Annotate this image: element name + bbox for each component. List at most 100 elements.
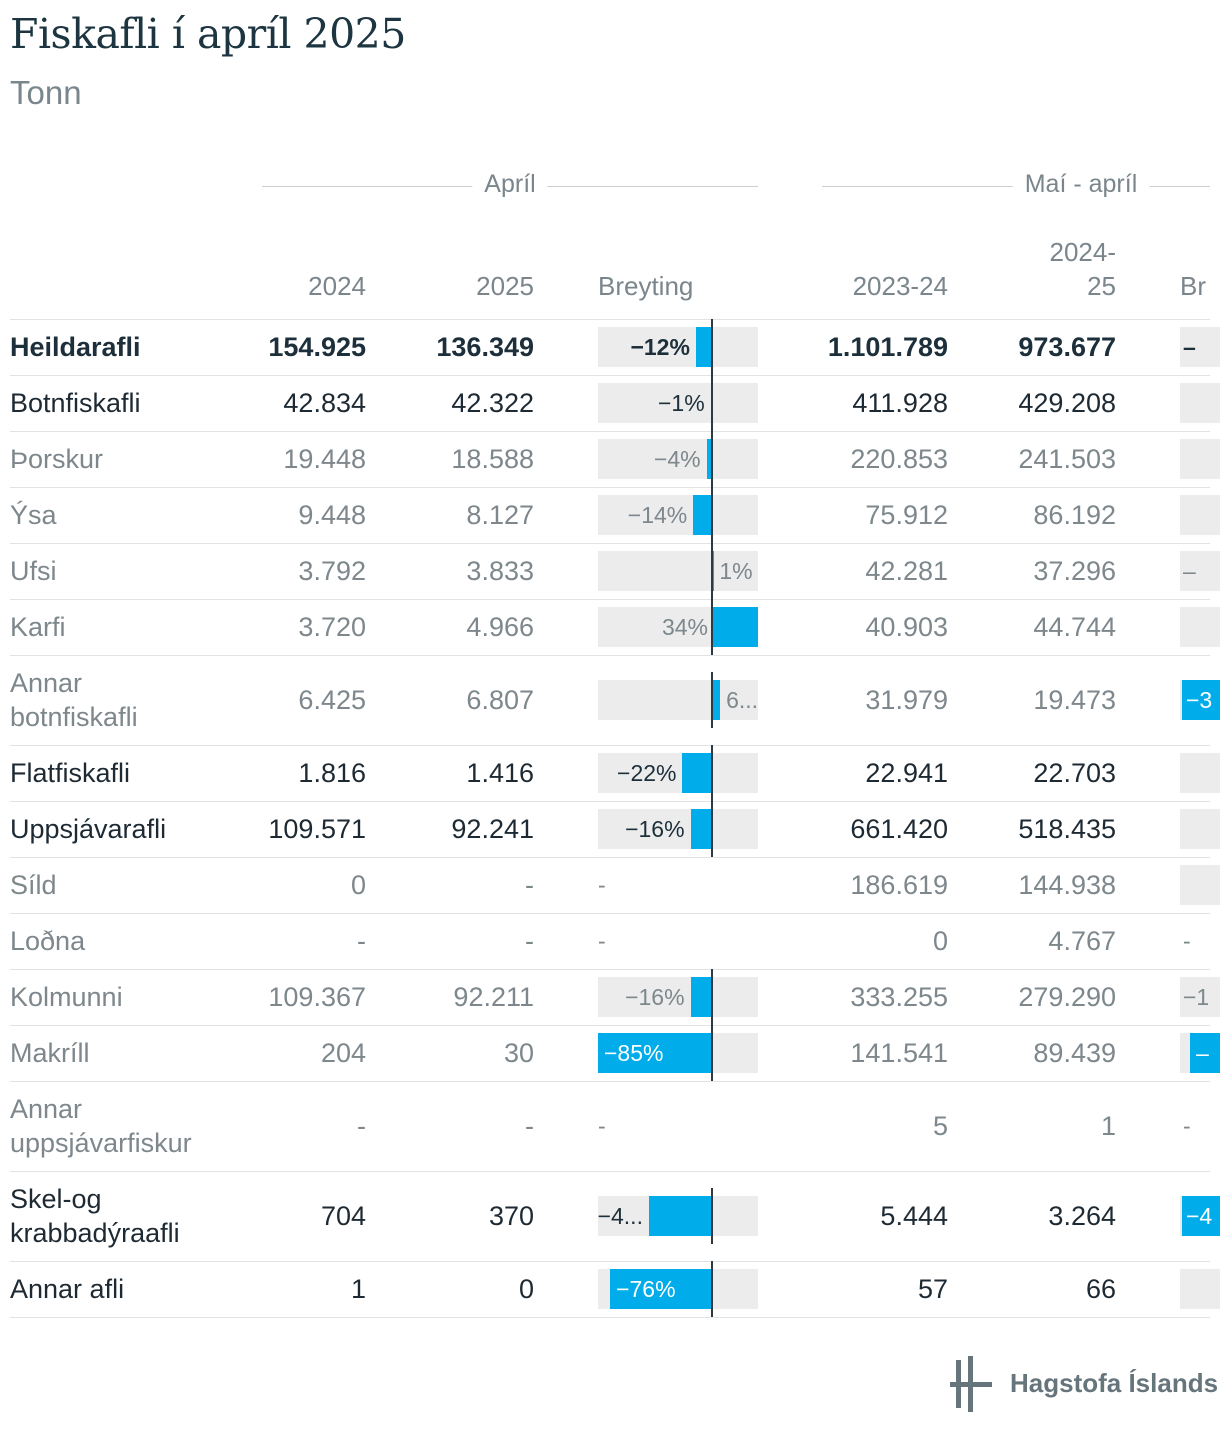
row-label: Annar <box>10 1094 83 1124</box>
value-2024-25: 429.208 <box>1018 388 1116 418</box>
change-bar-bg <box>598 383 758 423</box>
value-2023-24: 5.444 <box>880 1201 948 1231</box>
value-2024: - <box>357 926 366 956</box>
row-label: uppsjávarfiskur <box>10 1128 192 1158</box>
change-label: 6... <box>726 687 759 713</box>
row-label: Síld <box>10 870 57 900</box>
value-2024: 0 <box>350 870 366 900</box>
change-bar-bg <box>598 977 758 1017</box>
value-2024: - <box>357 1111 366 1141</box>
value-2024: 1.816 <box>298 758 366 788</box>
col-header-breyting-right: Br <box>1180 271 1206 301</box>
value-2024: 3.720 <box>298 612 366 642</box>
change-label: −22% <box>617 760 677 786</box>
value-2023-24: 220.853 <box>850 444 948 474</box>
value-2024: 154.925 <box>268 332 366 362</box>
col-header-2024-25-line1: 2024- <box>1049 237 1117 267</box>
value-2024-25: 44.744 <box>1033 612 1116 642</box>
row-separator <box>10 1261 1210 1262</box>
right-change-bar-bg <box>1180 977 1220 1017</box>
row-separator <box>10 1081 1210 1082</box>
value-2024: 6.425 <box>298 685 366 715</box>
logo-text: Hagstofa Íslands <box>1010 1368 1219 1398</box>
right-change-bar-bg <box>1180 495 1220 535</box>
zero-axis <box>711 543 713 599</box>
change-bar <box>712 551 714 591</box>
value-2025: 6.807 <box>466 685 534 715</box>
value-2024-25: 37.296 <box>1033 556 1116 586</box>
zero-axis <box>711 745 713 801</box>
zero-axis <box>711 969 713 1025</box>
zero-axis <box>711 319 713 375</box>
change-bar-bg <box>598 439 758 479</box>
change-bar <box>712 607 758 647</box>
row-label: Skel-og <box>10 1184 102 1214</box>
value-2024-25: 279.290 <box>1018 982 1116 1012</box>
value-2024: 3.792 <box>298 556 366 586</box>
row-label: Loðna <box>10 926 86 956</box>
change-dash: - <box>598 928 606 954</box>
change-dash: - <box>598 1113 606 1139</box>
right-change-bar-bg <box>1180 809 1220 849</box>
value-2024-25: 4.767 <box>1048 926 1116 956</box>
value-2023-24: 57 <box>917 1274 948 1304</box>
value-2024: 204 <box>320 1038 366 1068</box>
value-2024-25: 22.703 <box>1033 758 1116 788</box>
col-header-2024-25-line2: 25 <box>1087 271 1116 301</box>
value-2024: 42.834 <box>283 388 366 418</box>
row-label: Ýsa <box>10 500 57 530</box>
right-change-bar-bg <box>1180 383 1220 423</box>
row-separator <box>10 969 1210 970</box>
row-label: Botnfiskafli <box>10 388 141 418</box>
row-separator <box>10 801 1210 802</box>
change-label: −16% <box>625 816 685 842</box>
value-2025: 370 <box>488 1201 534 1231</box>
value-2024: 704 <box>320 1201 366 1231</box>
change-bar <box>610 1269 712 1309</box>
change-label: −76% <box>616 1276 676 1302</box>
row-separator <box>10 913 1210 914</box>
row-separator <box>10 1025 1210 1026</box>
change-label: −85% <box>604 1040 664 1066</box>
value-2023-24: 186.619 <box>850 870 948 900</box>
value-2025: - <box>525 926 534 956</box>
value-2024-25: 144.938 <box>1018 870 1116 900</box>
row-separator <box>10 431 1210 432</box>
change-bar-bg <box>598 327 758 367</box>
right-change-bar-bg <box>1180 327 1220 367</box>
right-change-label: −3 <box>1186 687 1213 713</box>
zero-axis <box>711 375 713 431</box>
value-2024-25: 241.503 <box>1018 444 1116 474</box>
hagstofa-logo-icon <box>950 1356 994 1417</box>
value-2024-25: 86.192 <box>1033 500 1116 530</box>
change-label: 34% <box>661 614 708 640</box>
value-2023-24: 0 <box>932 926 948 956</box>
value-2024: 19.448 <box>283 444 366 474</box>
row-separator <box>10 487 1210 488</box>
zero-axis <box>711 1261 713 1317</box>
value-2025: 92.241 <box>451 814 534 844</box>
value-2025: 8.127 <box>466 500 534 530</box>
change-bar-bg <box>598 495 758 535</box>
row-label: Þorskur <box>10 444 104 474</box>
value-2023-24: 661.420 <box>850 814 948 844</box>
change-bar <box>690 977 712 1017</box>
change-bar <box>690 809 712 849</box>
row-label: Ufsi <box>10 556 57 586</box>
value-2024-25: 1 <box>1100 1111 1116 1141</box>
col-header-2025: 2025 <box>476 271 534 301</box>
right-change-label: - <box>1183 928 1191 954</box>
zero-axis <box>711 487 713 543</box>
change-label: −4... <box>597 1203 643 1229</box>
row-label: Heildarafli <box>10 332 141 362</box>
value-2025: 1.416 <box>466 758 534 788</box>
change-label: −16% <box>625 984 685 1010</box>
change-bar <box>598 1033 712 1073</box>
value-2023-24: 333.255 <box>850 982 948 1012</box>
zero-axis <box>711 672 713 728</box>
row-separator <box>10 599 1210 600</box>
row-separator <box>10 857 1210 858</box>
row-label: Flatfiskafli <box>10 758 131 788</box>
value-2025: 136.349 <box>436 332 534 362</box>
change-label: 1% <box>719 558 753 584</box>
